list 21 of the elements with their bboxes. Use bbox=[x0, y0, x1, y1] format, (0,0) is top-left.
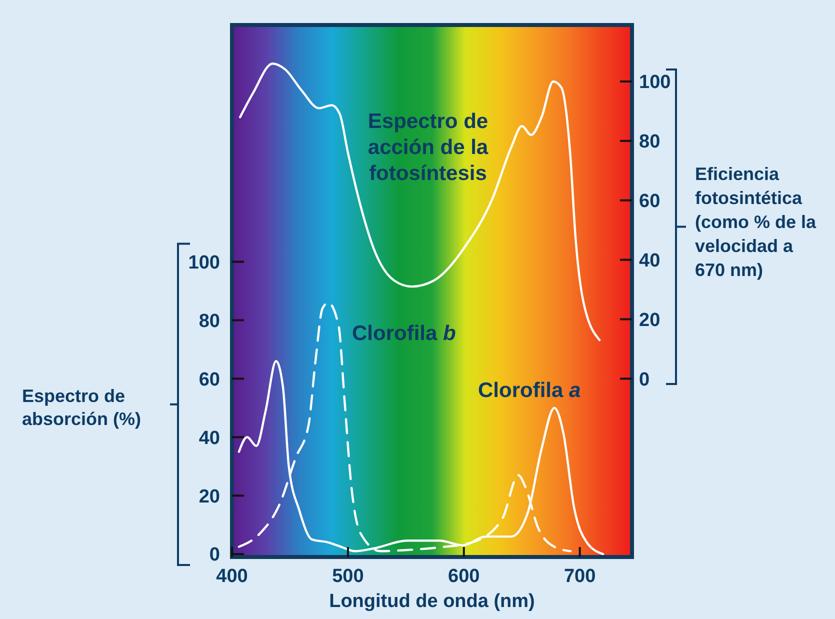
y-tick-label: 40 bbox=[198, 428, 220, 449]
y2-axis-title: Eficiencia fotosintética (como % de la velocidad a 670 nm) bbox=[695, 164, 818, 280]
x-tick-label: 700 bbox=[564, 566, 596, 587]
y2-tick-label: 80 bbox=[639, 132, 660, 153]
x-tick-label: 600 bbox=[448, 566, 480, 587]
y2-tick-label: 40 bbox=[639, 250, 660, 272]
line-series bbox=[239, 62, 601, 342]
y-tick-label: 80 bbox=[198, 310, 220, 332]
y2-tick-label: 60 bbox=[639, 191, 660, 212]
y2-tick-label: 100 bbox=[639, 72, 671, 94]
y-axis-title: Espectro de absorción (%) bbox=[22, 386, 142, 429]
y2-tick-label: 0 bbox=[639, 369, 650, 390]
y2-tick-label: 20 bbox=[639, 310, 660, 331]
x-tick-label: 400 bbox=[216, 566, 248, 587]
x-axis-title: Longitud de onda (nm) bbox=[329, 591, 535, 612]
y-tick-label: 60 bbox=[198, 369, 220, 390]
y-tick-label: 0 bbox=[209, 544, 220, 566]
y-tick-label: 100 bbox=[188, 252, 220, 274]
y-tick-label: 20 bbox=[198, 486, 220, 508]
series-label: Clorofila a bbox=[478, 379, 582, 402]
x-tick-label: 500 bbox=[332, 566, 364, 587]
